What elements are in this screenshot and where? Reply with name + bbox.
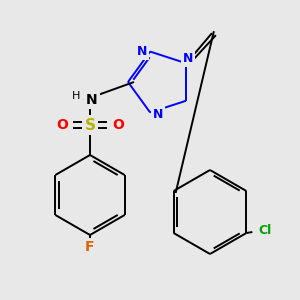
Text: Cl: Cl [258, 224, 272, 238]
Text: S: S [85, 118, 95, 133]
Text: H: H [72, 91, 80, 101]
Text: N: N [183, 52, 193, 65]
Text: F: F [85, 240, 95, 254]
Text: N: N [86, 93, 98, 107]
Text: O: O [112, 118, 124, 132]
Text: O: O [56, 118, 68, 132]
Text: N: N [137, 45, 147, 58]
Text: N: N [153, 108, 163, 121]
